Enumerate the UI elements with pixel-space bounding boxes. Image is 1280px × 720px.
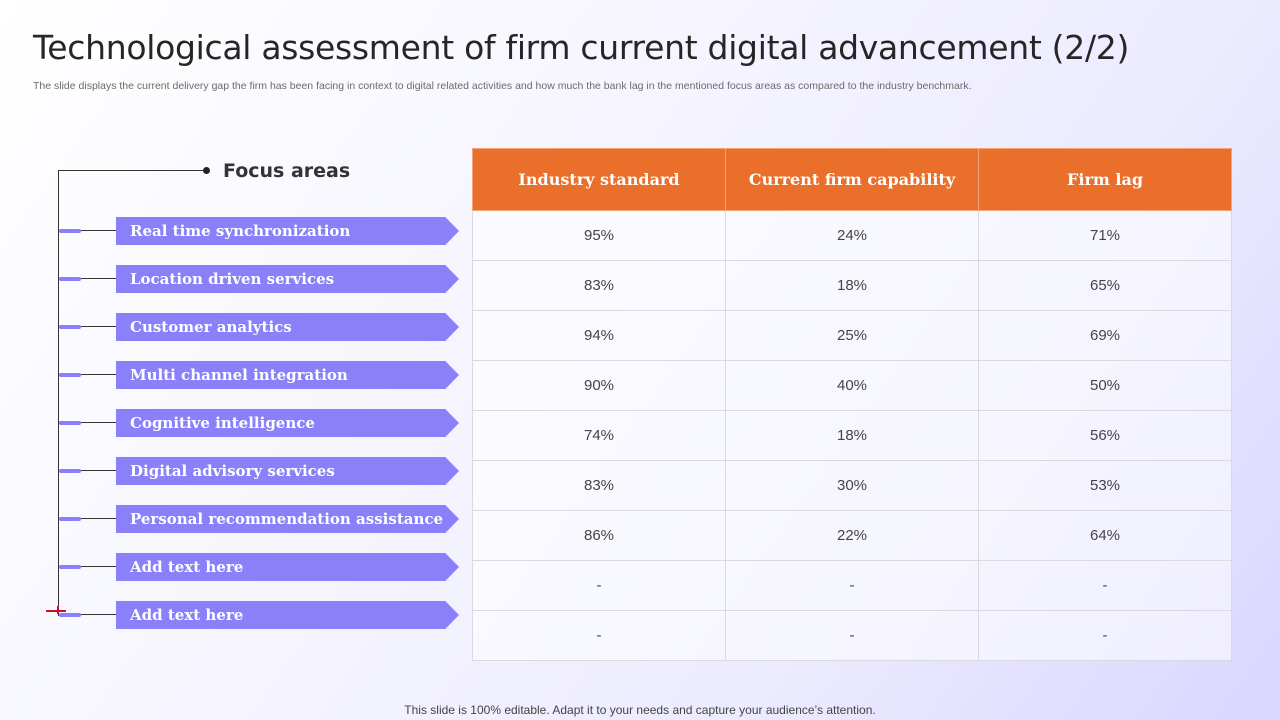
connector-line — [58, 422, 116, 424]
focus-area-label: Cognitive intelligence — [130, 414, 315, 432]
tick-marker — [59, 421, 81, 425]
focus-area-item: Personal recommendation assistance — [0, 505, 470, 533]
slide-subtitle: The slide displays the current delivery … — [33, 80, 972, 92]
focus-area-item: Multi channel integration — [0, 361, 470, 389]
table-row: - - - — [472, 560, 1232, 611]
tick-marker — [59, 277, 81, 281]
table-cell: 25% — [725, 310, 979, 361]
slide-title: Technological assessment of firm current… — [33, 28, 1130, 67]
focus-area-arrow: Real time synchronization — [116, 217, 459, 245]
tick-marker — [59, 229, 81, 233]
focus-area-label: Digital advisory services — [130, 462, 335, 480]
focus-area-arrow: Location driven services — [116, 265, 459, 293]
connector-line — [58, 566, 116, 568]
focus-area-item: Real time synchronization — [0, 217, 470, 245]
focus-area-item: Cognitive intelligence — [0, 409, 470, 437]
slide-footer: This slide is 100% editable. Adapt it to… — [404, 703, 876, 717]
assessment-table: Industry standard Current firm capabilit… — [472, 148, 1232, 661]
tick-marker — [59, 469, 81, 473]
bullet-dot-icon — [203, 167, 210, 174]
connector-line — [58, 326, 116, 328]
table-header-row: Industry standard Current firm capabilit… — [472, 148, 1232, 211]
connector-line — [58, 614, 116, 616]
table-cell: 83% — [472, 460, 726, 511]
tick-marker — [59, 325, 81, 329]
tick-marker — [59, 613, 81, 617]
connector-line — [58, 278, 116, 280]
focus-areas-heading: Focus areas — [223, 160, 351, 182]
focus-area-item: Add text here — [0, 601, 470, 629]
focus-area-label: Add text here — [130, 558, 244, 576]
table-cell: 86% — [472, 510, 726, 561]
table-cell: - — [725, 610, 979, 661]
focus-area-arrow: Cognitive intelligence — [116, 409, 459, 437]
table-cell: 83% — [472, 260, 726, 311]
focus-area-label: Add text here — [130, 606, 244, 624]
table-cell: 94% — [472, 310, 726, 361]
table-row: 83% 18% 65% — [472, 260, 1232, 311]
table-cell: 30% — [725, 460, 979, 511]
connector-line — [58, 230, 116, 232]
table-cell: 64% — [978, 510, 1232, 561]
red-cursor-mark-vertical — [57, 606, 59, 614]
table-cell: 56% — [978, 410, 1232, 461]
table-cell: - — [472, 560, 726, 611]
table-cell: 22% — [725, 510, 979, 561]
table-cell: 50% — [978, 360, 1232, 411]
table-row: 95% 24% 71% — [472, 210, 1232, 261]
tree-top-line — [58, 170, 206, 172]
table-cell: 18% — [725, 410, 979, 461]
table-cell: 53% — [978, 460, 1232, 511]
connector-line — [58, 518, 116, 520]
table-cell: 65% — [978, 260, 1232, 311]
table-cell: 90% — [472, 360, 726, 411]
focus-area-label: Multi channel integration — [130, 366, 348, 384]
tick-marker — [59, 373, 81, 377]
column-header-current-firm-capability: Current firm capability — [725, 148, 979, 211]
focus-area-label: Personal recommendation assistance — [130, 510, 444, 528]
table-row: - - - — [472, 610, 1232, 661]
table-cell: - — [725, 560, 979, 611]
table-cell: 24% — [725, 210, 979, 261]
connector-line — [58, 470, 116, 472]
table-cell: 95% — [472, 210, 726, 261]
focus-area-item: Add text here — [0, 553, 470, 581]
focus-area-item: Customer analytics — [0, 313, 470, 341]
connector-line — [58, 374, 116, 376]
focus-area-item: Location driven services — [0, 265, 470, 293]
table-cell: 40% — [725, 360, 979, 411]
focus-area-arrow: Add text here — [116, 601, 459, 629]
table-row: 83% 30% 53% — [472, 460, 1232, 511]
column-header-industry-standard: Industry standard — [472, 148, 726, 211]
table-cell: 69% — [978, 310, 1232, 361]
table-cell: 18% — [725, 260, 979, 311]
focus-area-arrow: Personal recommendation assistance — [116, 505, 459, 533]
focus-area-label: Location driven services — [130, 270, 335, 288]
focus-area-item: Digital advisory services — [0, 457, 470, 485]
focus-area-arrow: Customer analytics — [116, 313, 459, 341]
table-row: 74% 18% 56% — [472, 410, 1232, 461]
focus-area-arrow: Multi channel integration — [116, 361, 459, 389]
column-header-firm-lag: Firm lag — [978, 148, 1232, 211]
table-cell: - — [978, 560, 1232, 611]
focus-area-arrow: Add text here — [116, 553, 459, 581]
focus-area-label: Real time synchronization — [130, 222, 351, 240]
tree-vertical-line — [58, 170, 60, 616]
red-cursor-mark — [46, 610, 66, 612]
table-cell: - — [978, 610, 1232, 661]
table-row: 86% 22% 64% — [472, 510, 1232, 561]
table-cell: 71% — [978, 210, 1232, 261]
focus-area-arrow: Digital advisory services — [116, 457, 459, 485]
table-row: 90% 40% 50% — [472, 360, 1232, 411]
table-cell: - — [472, 610, 726, 661]
focus-area-label: Customer analytics — [130, 318, 292, 336]
table-cell: 74% — [472, 410, 726, 461]
tick-marker — [59, 517, 81, 521]
tick-marker — [59, 565, 81, 569]
table-row: 94% 25% 69% — [472, 310, 1232, 361]
